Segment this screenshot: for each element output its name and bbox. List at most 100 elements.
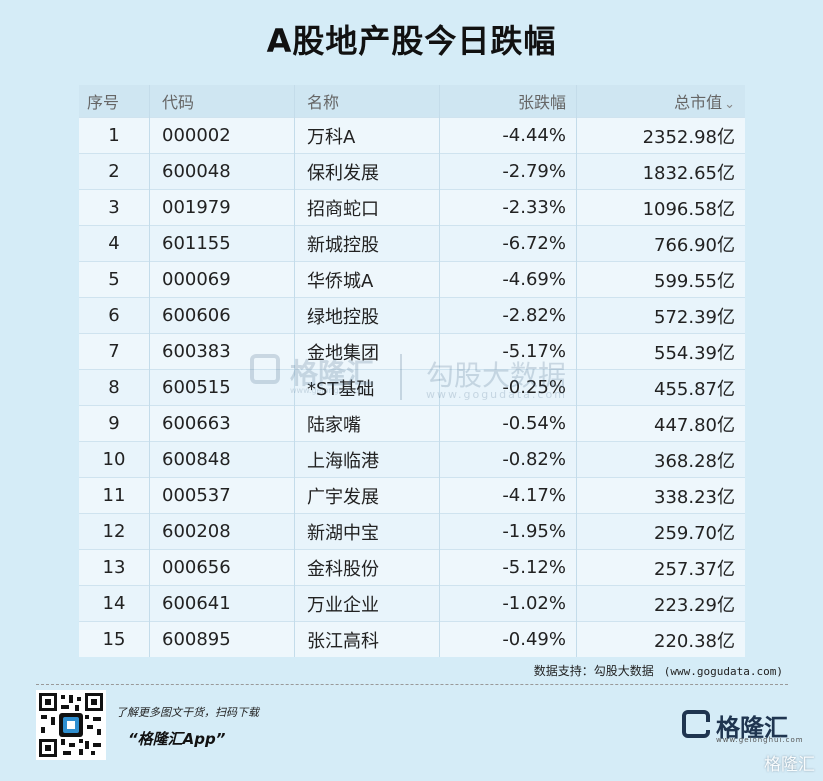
cell-market-cap: 554.39亿: [577, 334, 746, 370]
cell-name: 金科股份: [295, 550, 440, 586]
brand-logo: 格隆汇 www.gelonghui.com: [682, 706, 792, 746]
table-row[interactable]: 7600383金地集团-5.17%554.39亿: [79, 334, 745, 370]
cell-idx: 1: [79, 118, 150, 154]
cell-code: 600641: [150, 586, 295, 622]
table-row[interactable]: 10600848上海临港-0.82%368.28亿: [79, 442, 745, 478]
cell-idx: 14: [79, 586, 150, 622]
cell-name: 绿地控股: [295, 298, 440, 334]
cell-name: 上海临港: [295, 442, 440, 478]
cell-market-cap: 599.55亿: [577, 262, 746, 298]
cell-code: 000069: [150, 262, 295, 298]
cell-code: 001979: [150, 190, 295, 226]
cell-idx: 4: [79, 226, 150, 262]
table-row[interactable]: 9600663陆家嘴-0.54%447.80亿: [79, 406, 745, 442]
cell-market-cap: 259.70亿: [577, 514, 746, 550]
table-row[interactable]: 13000656金科股份-5.12%257.37亿: [79, 550, 745, 586]
cell-market-cap: 766.90亿: [577, 226, 746, 262]
cell-change: -1.95%: [440, 514, 577, 550]
table-header-row: 序号 代码 名称 张跌幅 总市值⌄: [79, 85, 745, 118]
cell-code: 600663: [150, 406, 295, 442]
cell-name: 新湖中宝: [295, 514, 440, 550]
qr-code[interactable]: [36, 690, 106, 760]
cell-name: 保利发展: [295, 154, 440, 190]
cell-name: *ST基础: [295, 370, 440, 406]
cell-idx: 8: [79, 370, 150, 406]
gelonghui-logo-icon: [682, 710, 710, 738]
cell-idx: 7: [79, 334, 150, 370]
cell-code: 600383: [150, 334, 295, 370]
header-code[interactable]: 代码: [150, 85, 295, 118]
data-source: 数据支持：勾股大数据 (www.gogudata.com): [534, 662, 783, 679]
table-row[interactable]: 12600208新湖中宝-1.95%259.70亿: [79, 514, 745, 550]
cell-idx: 9: [79, 406, 150, 442]
cell-code: 600515: [150, 370, 295, 406]
cell-change: -4.17%: [440, 478, 577, 514]
footer-divider: [36, 684, 788, 685]
cell-code: 000656: [150, 550, 295, 586]
cell-code: 600895: [150, 622, 295, 658]
cell-change: -0.25%: [440, 370, 577, 406]
header-market-cap-label: 总市值: [674, 93, 722, 112]
promo-text: 了解更多图文干货，扫码下载: [116, 704, 259, 720]
promo-app-name: “格隆汇App”: [128, 728, 225, 749]
cell-idx: 12: [79, 514, 150, 550]
cell-name: 招商蛇口: [295, 190, 440, 226]
table-row[interactable]: 3001979招商蛇口-2.33%1096.58亿: [79, 190, 745, 226]
table-row[interactable]: 4601155新城控股-6.72%766.90亿: [79, 226, 745, 262]
qr-code-icon: [39, 693, 103, 757]
chevron-down-icon[interactable]: ⌄: [724, 97, 735, 112]
table-row[interactable]: 14600641万业企业-1.02%223.29亿: [79, 586, 745, 622]
cell-code: 000537: [150, 478, 295, 514]
header-change[interactable]: 张跌幅: [440, 85, 577, 118]
cell-market-cap: 220.38亿: [577, 622, 746, 658]
cell-idx: 10: [79, 442, 150, 478]
cell-change: -6.72%: [440, 226, 577, 262]
cell-code: 600606: [150, 298, 295, 334]
cell-change: -0.54%: [440, 406, 577, 442]
cell-market-cap: 1096.58亿: [577, 190, 746, 226]
page-title: A股地产股今日跌幅: [0, 16, 823, 62]
header-name[interactable]: 名称: [295, 85, 440, 118]
cell-change: -5.12%: [440, 550, 577, 586]
cell-market-cap: 338.23亿: [577, 478, 746, 514]
cell-name: 广宇发展: [295, 478, 440, 514]
cell-change: -0.82%: [440, 442, 577, 478]
corner-watermark: 格隆汇: [764, 750, 815, 775]
table-row[interactable]: 2600048保利发展-2.79%1832.65亿: [79, 154, 745, 190]
cell-code: 600048: [150, 154, 295, 190]
table-row[interactable]: 11000537广宇发展-4.17%338.23亿: [79, 478, 745, 514]
cell-market-cap: 1832.65亿: [577, 154, 746, 190]
cell-idx: 5: [79, 262, 150, 298]
cell-idx: 13: [79, 550, 150, 586]
table-row[interactable]: 15600895张江高科-0.49%220.38亿: [79, 622, 745, 658]
cell-market-cap: 368.28亿: [577, 442, 746, 478]
cell-market-cap: 257.37亿: [577, 550, 746, 586]
header-idx[interactable]: 序号: [79, 85, 150, 118]
cell-idx: 15: [79, 622, 150, 658]
cell-market-cap: 572.39亿: [577, 298, 746, 334]
cell-change: -2.82%: [440, 298, 577, 334]
cell-change: -4.44%: [440, 118, 577, 154]
table-row[interactable]: 5000069华侨城A-4.69%599.55亿: [79, 262, 745, 298]
cell-idx: 6: [79, 298, 150, 334]
table-body: 1000002万科A-4.44%2352.98亿2600048保利发展-2.79…: [79, 118, 745, 658]
table-row[interactable]: 8600515*ST基础-0.25%455.87亿: [79, 370, 745, 406]
cell-name: 万科A: [295, 118, 440, 154]
cell-market-cap: 447.80亿: [577, 406, 746, 442]
cell-market-cap: 223.29亿: [577, 586, 746, 622]
cell-name: 张江高科: [295, 622, 440, 658]
table-row[interactable]: 1000002万科A-4.44%2352.98亿: [79, 118, 745, 154]
source-label: 数据支持：勾股大数据: [534, 664, 654, 678]
cell-code: 601155: [150, 226, 295, 262]
cell-name: 陆家嘴: [295, 406, 440, 442]
cell-market-cap: 2352.98亿: [577, 118, 746, 154]
cell-change: -5.17%: [440, 334, 577, 370]
cell-change: -1.02%: [440, 586, 577, 622]
brand-url: www.gelonghui.com: [716, 736, 804, 744]
cell-change: -0.49%: [440, 622, 577, 658]
cell-code: 000002: [150, 118, 295, 154]
table-row[interactable]: 6600606绿地控股-2.82%572.39亿: [79, 298, 745, 334]
cell-change: -4.69%: [440, 262, 577, 298]
header-market-cap[interactable]: 总市值⌄: [577, 85, 746, 118]
source-url[interactable]: (www.gogudata.com): [664, 665, 783, 678]
